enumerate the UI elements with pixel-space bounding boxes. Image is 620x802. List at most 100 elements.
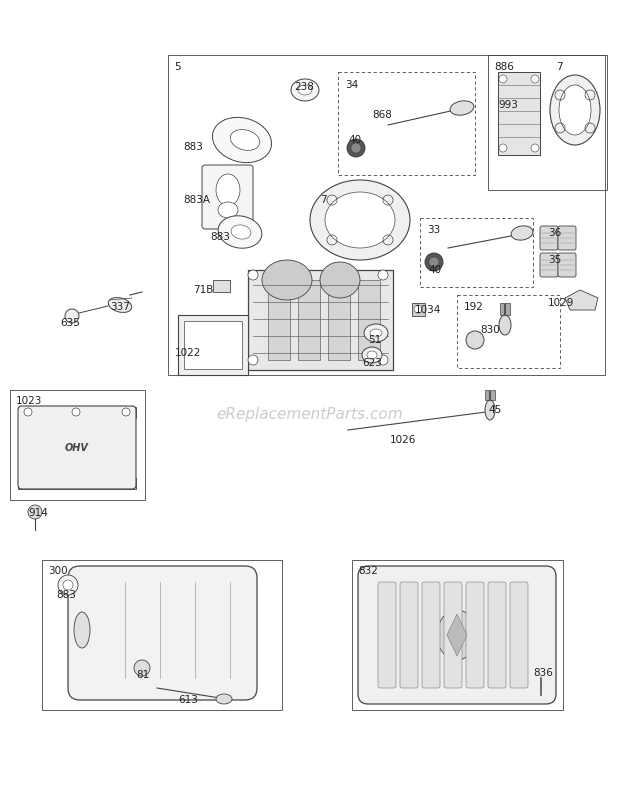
Bar [338,72,475,175]
Ellipse shape [325,192,395,248]
Ellipse shape [216,694,232,704]
Bar [248,270,393,370]
Ellipse shape [485,400,495,420]
Text: OHV: OHV [65,443,89,453]
FancyBboxPatch shape [540,226,558,250]
FancyBboxPatch shape [378,582,396,688]
Bar [18,478,136,489]
Ellipse shape [218,216,262,248]
Text: 993: 993 [498,100,518,110]
Text: 883: 883 [210,232,230,242]
Text: 33: 33 [427,225,440,235]
Bar [535,660,547,678]
Text: 1022: 1022 [175,348,202,358]
Ellipse shape [499,315,511,335]
FancyBboxPatch shape [444,582,462,688]
Bar [18,407,136,418]
Ellipse shape [65,309,79,323]
Ellipse shape [320,262,360,298]
Bar [485,390,495,400]
Bar [213,280,230,292]
Ellipse shape [499,75,507,83]
FancyBboxPatch shape [558,253,576,277]
Text: 836: 836 [533,668,553,678]
Bar [268,280,290,360]
Text: 613: 613 [178,695,198,705]
FancyBboxPatch shape [422,582,440,688]
Ellipse shape [550,75,600,145]
Text: 40: 40 [348,135,361,145]
Ellipse shape [218,202,238,218]
Text: eReplacementParts.com: eReplacementParts.com [216,407,404,423]
Text: 71B: 71B [193,285,213,295]
FancyBboxPatch shape [466,582,484,688]
Text: 51: 51 [368,335,381,345]
Ellipse shape [74,612,90,648]
Text: 914: 914 [28,508,48,518]
Ellipse shape [63,580,73,590]
Ellipse shape [499,144,507,152]
Text: 81: 81 [136,670,149,680]
Bar [457,295,560,368]
Ellipse shape [213,117,272,163]
Text: 886: 886 [494,62,514,72]
Text: 7: 7 [556,62,562,72]
Ellipse shape [425,253,443,271]
FancyBboxPatch shape [558,226,576,250]
FancyBboxPatch shape [202,165,253,229]
Bar [488,55,607,190]
Text: 832: 832 [358,566,378,576]
Text: 300: 300 [48,566,68,576]
Ellipse shape [362,347,382,363]
Ellipse shape [248,355,258,365]
FancyBboxPatch shape [540,253,558,277]
Ellipse shape [437,610,477,660]
Text: 1034: 1034 [415,305,441,315]
Text: 883A: 883A [183,195,210,205]
Bar [298,280,320,360]
Text: 36: 36 [548,228,561,238]
Text: 868: 868 [372,110,392,120]
Bar [500,303,510,315]
Ellipse shape [364,324,388,342]
Bar [168,55,605,375]
FancyBboxPatch shape [68,566,257,700]
Bar [420,218,533,287]
Bar [10,390,145,500]
Ellipse shape [230,130,260,151]
Bar [42,560,282,710]
Text: 883: 883 [56,590,76,600]
Ellipse shape [108,298,131,313]
Text: 337: 337 [110,302,130,312]
Text: 5: 5 [174,62,180,72]
Ellipse shape [58,575,78,595]
Ellipse shape [370,329,382,337]
Ellipse shape [367,351,377,359]
Text: 1026: 1026 [390,435,417,445]
Ellipse shape [28,505,42,519]
Ellipse shape [122,408,130,416]
Bar [358,280,380,360]
Bar [184,321,242,369]
Ellipse shape [466,331,484,349]
Bar [178,315,248,375]
Text: 238: 238 [294,82,314,92]
FancyBboxPatch shape [510,582,528,688]
Text: 830: 830 [480,325,500,335]
Ellipse shape [134,660,150,676]
Ellipse shape [298,85,312,95]
Ellipse shape [414,305,422,313]
Bar [412,303,425,316]
Ellipse shape [559,85,591,135]
Text: 34: 34 [345,80,358,90]
Text: 635: 635 [60,318,80,328]
Polygon shape [447,614,467,656]
Ellipse shape [347,139,365,157]
Ellipse shape [511,226,533,240]
Text: 7: 7 [320,195,327,205]
Ellipse shape [231,225,251,239]
Ellipse shape [262,260,312,300]
FancyBboxPatch shape [488,582,506,688]
Ellipse shape [378,270,388,280]
Ellipse shape [378,355,388,365]
